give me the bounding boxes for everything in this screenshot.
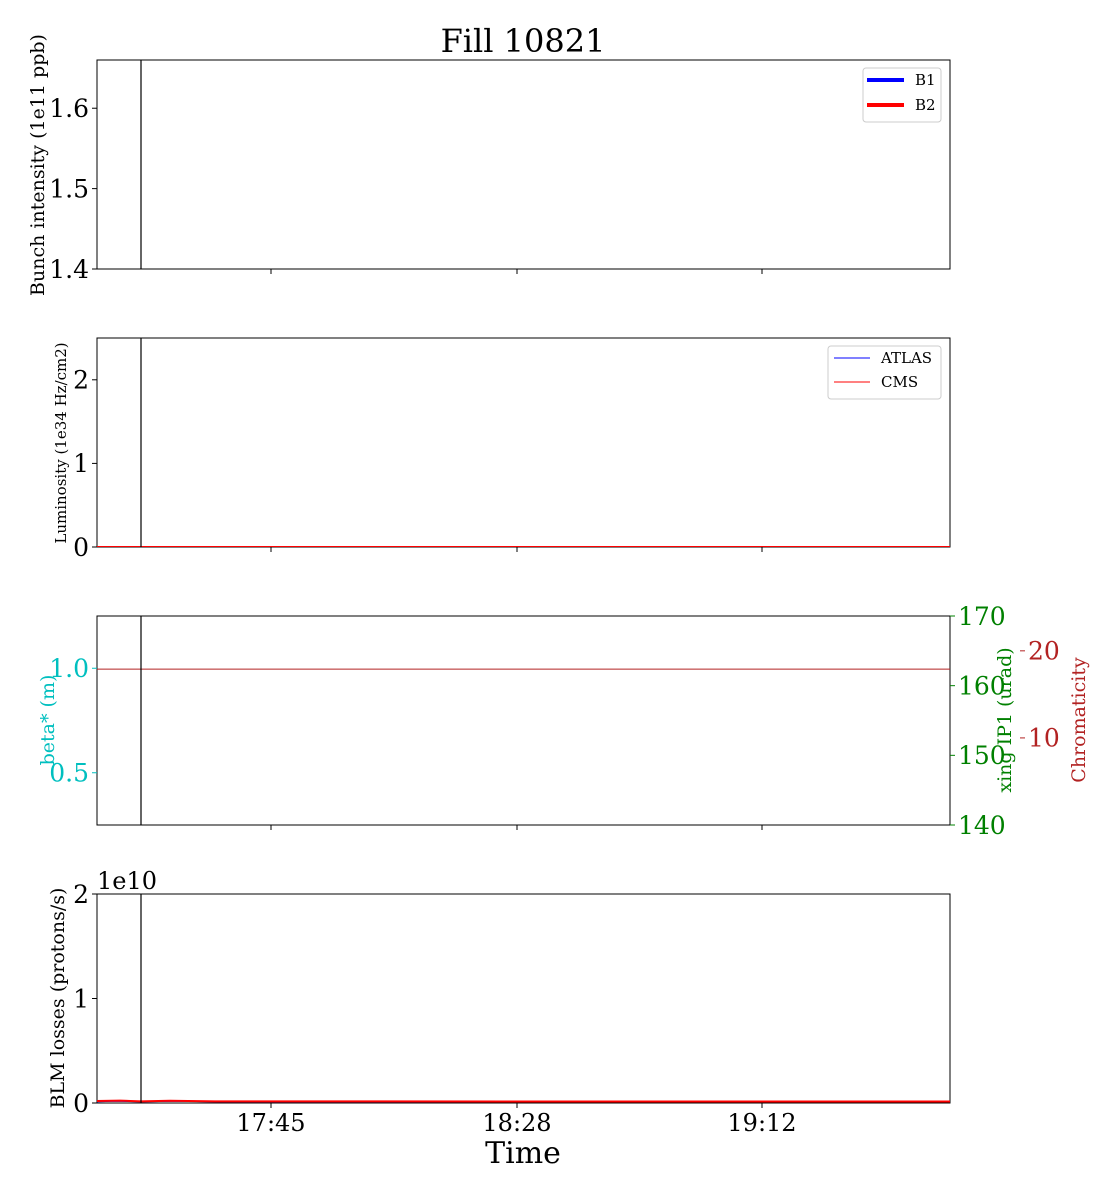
legend-label-b2: B2 — [915, 96, 936, 114]
luminosity-y-tick-label: 0 — [73, 533, 89, 562]
luminosity-legend-box — [827, 345, 942, 400]
xing-ip1-y-tick-label: 140 — [958, 811, 1006, 840]
luminosity-legend: ATLAS CMS — [827, 345, 942, 400]
optics-plot-frame — [96, 615, 951, 826]
legend-label-cms: CMS — [881, 373, 918, 391]
x-axis-label: Time — [485, 1136, 561, 1171]
x-tick-label: 19:12 — [727, 1109, 796, 1137]
intensity-y-tick-label: 1.6 — [49, 94, 89, 123]
intensity-legend: B1 B2 — [862, 67, 942, 123]
xing-ip1-y-axis-label: xing IP1 (urad) — [994, 647, 1016, 792]
beta-star-y-tick-label: 0.5 — [49, 759, 89, 788]
luminosity-y-ticks: 0 1 2 — [73, 366, 97, 562]
x-tick-label: 18:28 — [482, 1109, 551, 1137]
chromaticity-y-tick-label: 20 — [1028, 637, 1060, 666]
blm-y-tick-label: 1 — [73, 984, 89, 1013]
x-tick-label: 17:45 — [236, 1109, 305, 1137]
blm-plot-frame — [96, 893, 951, 1104]
xing-ip1-y-ticks: 140 150 160 170 — [950, 602, 1006, 840]
optics-panel: beta* (m) xing IP1 (urad) Chromaticity 0… — [37, 602, 1090, 840]
blm-offset-text: 1e10 — [97, 867, 157, 895]
blm-y-ticks: 0 1 2 — [73, 880, 97, 1118]
luminosity-y-tick-label: 1 — [73, 449, 89, 478]
intensity-x-ticks — [270, 269, 763, 274]
xing-ip1-y-tick-label: 150 — [958, 741, 1006, 770]
legend-label-atlas: ATLAS — [880, 349, 932, 367]
blm-y-axis-label: BLM losses (protons/s) — [47, 888, 69, 1109]
beta-star-y-ticks: 0.5 1.0 — [49, 654, 97, 788]
luminosity-panel: Luminosity (1e34 Hz/cm2) 0 1 2 ATLAS CMS — [52, 337, 951, 562]
luminosity-plot-frame — [96, 337, 951, 548]
intensity-y-tick-label: 1.4 — [49, 255, 89, 284]
xing-ip1-y-tick-label: 160 — [958, 671, 1006, 700]
optics-x-ticks — [270, 825, 763, 830]
intensity-y-tick-label: 1.5 — [49, 174, 89, 203]
blm-losses-panel: BLM losses (protons/s) 1e10 0 1 2 17:45 18… — [47, 867, 951, 1171]
luminosity-y-axis-label: Luminosity (1e34 Hz/cm2) — [52, 342, 70, 543]
beta-star-y-tick-label: 1.0 — [49, 654, 89, 683]
intensity-plot-frame — [96, 59, 951, 270]
blm-y-tick-label: 2 — [73, 880, 89, 909]
blm-x-ticks — [270, 1103, 763, 1108]
beta-star-y-axis-label: beta* (m) — [37, 675, 59, 766]
figure-title: Fill 10821 — [441, 22, 606, 60]
intensity-y-ticks: 1.4 1.5 1.6 — [49, 94, 97, 284]
xing-ip1-y-tick-label: 170 — [958, 602, 1006, 631]
legend-label-b1: B1 — [915, 71, 936, 89]
blm-y-tick-label: 0 — [73, 1089, 89, 1118]
chromaticity-y-axis-label: Chromaticity — [1068, 657, 1090, 783]
blm-series-line-b2 — [96, 1099, 951, 1103]
chromaticity-y-ticks: 10 20 — [1020, 637, 1060, 753]
chromaticity-y-tick-label: 10 — [1028, 724, 1060, 753]
luminosity-x-ticks — [270, 547, 763, 552]
intensity-panel: Bunch intensity (1e11 ppb) 1.4 1.5 1.6 B1 … — [27, 34, 951, 296]
luminosity-y-tick-label: 2 — [73, 366, 89, 395]
intensity-y-axis-label: Bunch intensity (1e11 ppb) — [27, 34, 49, 296]
